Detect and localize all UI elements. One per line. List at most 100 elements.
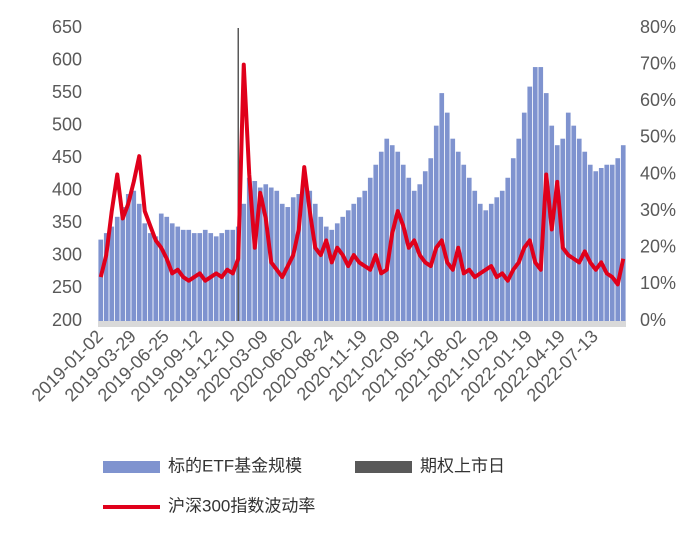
y2-tick-label: 30%	[640, 200, 676, 220]
bar	[103, 233, 109, 321]
bar	[400, 164, 406, 321]
bar	[494, 197, 500, 321]
bar	[538, 67, 544, 321]
bar	[593, 171, 599, 321]
bar	[301, 184, 307, 321]
y-tick-label: 600	[52, 49, 82, 69]
y2-tick-label: 10%	[640, 273, 676, 293]
bar	[444, 112, 450, 322]
bar	[455, 151, 461, 321]
bar	[340, 216, 346, 321]
bar	[488, 203, 494, 321]
bar	[147, 233, 153, 321]
bar	[411, 190, 417, 321]
y-tick-label: 350	[52, 212, 82, 232]
bar	[472, 190, 478, 321]
y2-tick-label: 40%	[640, 163, 676, 183]
bar	[527, 86, 533, 321]
bar	[582, 151, 588, 321]
bar	[252, 181, 258, 321]
y-tick-label: 250	[52, 277, 82, 297]
bar	[505, 177, 511, 321]
y-tick-label: 650	[52, 17, 82, 37]
bar	[125, 194, 131, 321]
y2-tick-label: 20%	[640, 237, 676, 257]
bar	[450, 138, 456, 321]
bar	[373, 164, 379, 321]
bar	[620, 145, 626, 321]
y-tick-label: 450	[52, 147, 82, 167]
bar	[136, 203, 142, 321]
y2-tick-label: 0%	[640, 310, 666, 330]
bar	[466, 177, 472, 321]
bar	[598, 167, 604, 321]
bar	[565, 112, 571, 322]
bar	[510, 158, 516, 321]
bar	[532, 67, 538, 321]
bar	[384, 138, 390, 321]
y-tick-label: 500	[52, 114, 82, 134]
bar	[131, 190, 137, 321]
bar	[571, 125, 577, 322]
bar	[164, 216, 170, 321]
bar	[521, 112, 527, 322]
bar	[433, 125, 439, 322]
bar	[120, 207, 126, 321]
axis-band	[98, 321, 626, 327]
bar	[224, 229, 230, 321]
bar	[609, 164, 615, 321]
bar	[422, 171, 428, 321]
bar	[213, 236, 219, 321]
bar	[439, 93, 445, 321]
bar	[246, 177, 252, 321]
bar	[329, 229, 335, 321]
bar	[318, 216, 324, 321]
line	[98, 62, 626, 287]
bar	[296, 194, 302, 321]
bar	[279, 203, 285, 321]
bar	[615, 158, 621, 321]
bar	[241, 203, 247, 321]
y-tick-label: 200	[52, 310, 82, 330]
bar	[186, 229, 192, 321]
bar	[153, 236, 159, 321]
y2-tick-label: 60%	[640, 90, 676, 110]
bar	[158, 213, 164, 321]
bar	[367, 177, 373, 321]
bar	[175, 226, 181, 321]
y2-tick-label: 50%	[640, 127, 676, 147]
bar	[202, 229, 208, 321]
bar	[604, 164, 610, 321]
legend-swatch	[103, 505, 160, 509]
bar	[587, 164, 593, 321]
bar	[98, 239, 104, 321]
bar	[516, 138, 522, 321]
y-tick-label: 300	[52, 245, 82, 265]
y-tick-label: 550	[52, 82, 82, 102]
bar	[312, 203, 318, 321]
bar	[477, 203, 483, 321]
bar	[483, 210, 489, 321]
legend-label: 标的ETF基金规模	[168, 456, 302, 475]
bar	[395, 151, 401, 321]
bar	[274, 190, 280, 321]
bar	[114, 216, 120, 321]
y2-tick-label: 70%	[640, 53, 676, 73]
bar	[499, 190, 505, 321]
bar	[109, 226, 115, 321]
bar	[263, 184, 269, 321]
bar	[237, 28, 239, 321]
bar	[378, 151, 384, 321]
bar	[554, 145, 560, 321]
bar	[428, 158, 434, 321]
bar	[323, 226, 329, 321]
bar	[334, 223, 340, 321]
bar	[576, 138, 582, 321]
y-tick-label: 400	[52, 180, 82, 200]
legend-label: 期权上市日	[420, 456, 505, 475]
bar	[230, 229, 236, 321]
bar	[362, 190, 368, 321]
y2-tick-label: 80%	[640, 17, 676, 37]
legend-label: 沪深300指数波动率	[168, 496, 315, 515]
